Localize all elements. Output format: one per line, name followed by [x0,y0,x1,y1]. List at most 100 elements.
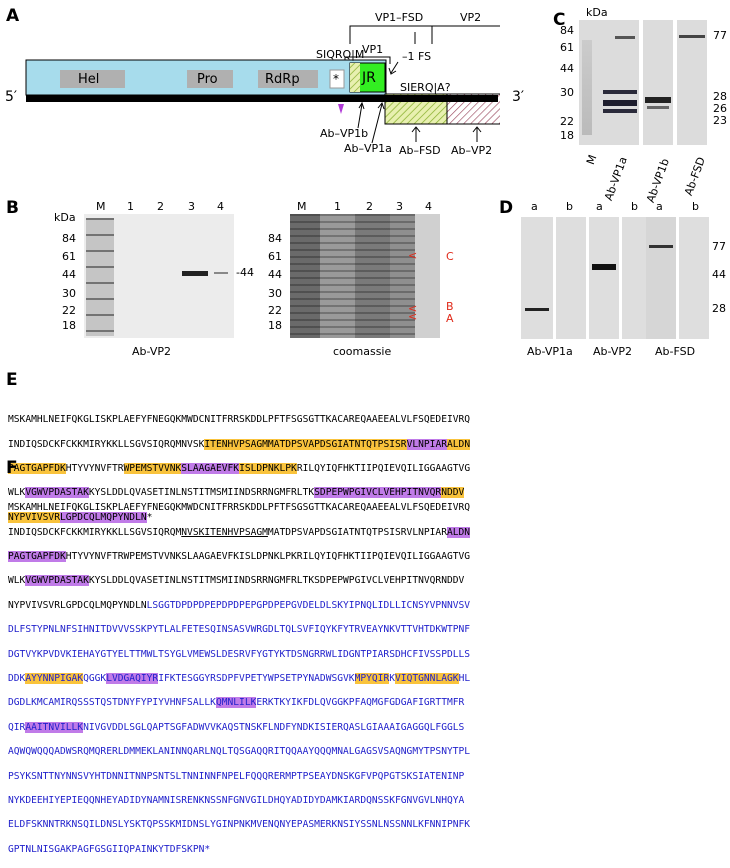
panel-label-d: D [499,198,514,218]
sequence-e: MSKAMHLNEIFQKGLISKPLAEFYFNEGQKMWDCNITFRR… [8,402,471,536]
f-l9a: DGDLKMCAMIRQSSSTQSTDNYFYPIYVHNFSALLK [8,697,216,709]
e-l3d: SLAAGAEVFK [181,463,240,475]
fs-label: –1 FS [402,50,432,63]
d-lane-a1: a [531,200,538,213]
d-band-77 [649,245,673,248]
arrow-a-label: A [446,312,454,325]
e-l5c: * [146,511,153,523]
f-l4a: WLK [8,575,26,587]
d-marker-44: 44 [712,268,726,281]
f-l13: NYKDEEHIYEPIEQQNHEYADIDYNAMNISRENKNSSNFG… [8,795,465,807]
f-l2b: NVSKITENHVPSAGM [181,526,268,538]
vp1-label: VP1 [362,43,384,56]
b-marker-lane [86,218,114,336]
d-caption-vp2: Ab-VP2 [593,345,632,358]
arrowhead-a: < [408,310,418,323]
c-marker-26: 26 [713,102,727,115]
ab-fsd-label: Ab–FSD [399,144,441,157]
blot-c-m-vp1a [579,20,639,145]
e-l3e: ISLDPNKLPK [239,463,297,475]
c-lane-vp1b: Ab-VP1b [644,156,672,205]
domain-jr: JR [362,70,376,86]
e-l4e: NDDV [441,487,465,499]
f-l1: MSKAMHLNEIFQKGLISKPLAEFYFNEGQKMWDCNITFRR… [8,502,471,514]
siero-label: SIERQ|A? [400,81,451,94]
f-line-6: DLFSTYPNLNFSIHNITDVVVSSKPYTLALFETESQINSA… [8,624,470,636]
d-caption-vp1a: Ab-VP1a [527,345,573,358]
blot-d-a3 [646,217,676,339]
f-line-2: INDIQSDCKFCKKMIRYKKLLSGVSIQRQMNVSKITENHV… [8,526,471,539]
f-l3b: HTYVYNVFTRWPEMSTVVNKSLAAGAEVFKISLDPNKLPK… [65,551,471,563]
f-line-10: QIRAAITNVILLKNIVGVDDLSGLQAPTSGFADWVVKAQS… [8,721,470,734]
f-l3a: PAGTGAPFDK [8,551,66,563]
f-l2d: ALDN [446,526,471,538]
e-l3a: PAGTGAPFDK [8,463,66,475]
f-line-12: PSYKSNTTNYNNSVYHTDNNITNNPSNTSLTNNINNFNPE… [8,771,470,783]
e-l3f: RILQYIQFHKTIIPQIEVQILIGGAAGTVG [296,463,471,475]
b-marker-30: 30 [62,287,76,300]
blot-b-vp2 [84,214,234,338]
f-l10a: QIR [8,721,26,733]
f-line-9: DGDLKMCAMIRQSSSTQSTDNYFYPIYVHNFSALLKQMNL… [8,697,470,709]
e-line-1: MSKAMHLNEIFQKGLISKPLAEFYFNEGQKMWDCNITFRR… [8,414,470,426]
b2-lane-2: 2 [366,200,373,213]
b-marker-84: 84 [62,232,76,245]
d-lane-b2: b [631,200,638,213]
d-band-28 [525,308,549,311]
domain-star: * [333,72,339,86]
blot-d-b3 [679,217,709,339]
vp1fsd-label: VP1–FSD [375,11,424,24]
c-marker-61: 61 [560,41,574,54]
panel-label-b: B [6,198,19,218]
blot-c-fsd [677,20,707,145]
e-l4d: SDPEPWPGIVCLVEHPITNVQR [314,487,442,499]
three-prime: 3′ [512,89,525,105]
ab-vp2-label: Ab–VP2 [451,144,493,157]
domain-pro: Pro [197,72,218,87]
f-l2a: INDIQSDCKFCKKMIRYKKLLSGVSIQRQM [8,526,182,538]
d-lane-b1: b [566,200,573,213]
e-l2c: VLNPIAR [406,438,447,450]
blot-d-a1 [521,217,553,339]
c-marker-18: 18 [560,129,574,142]
band-c1-b [603,100,637,106]
b-band-44 [182,271,208,276]
b2-marker-61: 61 [268,250,282,263]
b-marker-18: 18 [62,319,76,332]
f-l4c: KYSLDDLQVASETINLNSTITMSMIINDSRRNGMFRLTKS… [88,575,465,587]
panel-c-kda: kDa [586,6,608,19]
f-l10c: NIVGVDDLSGLQAPTSGFADWVVKAQSTNSKFLNDFYNDK… [83,721,465,733]
e-line-3: PAGTGAPFDKHTYVYNVFTRWPEMSTVVNKSLAAGAEVFK… [8,463,470,475]
b-band-44-lane4 [214,272,228,274]
d-caption-fsd: Ab-FSD [655,345,696,358]
f-l2c: MATDPSVAPDSGIATNTQTPSISRVLNPIAR [267,526,447,538]
d-lane-a2: a [596,200,603,213]
band-c2-b [647,106,669,109]
domain-hel: Hel [78,72,100,87]
f-l7: DGTVYKPVDVKIEHAYGTYELTTMWLTSYGLVMEWSLDES… [8,648,471,660]
f-l4b: VGWVPDASTAK [25,575,89,587]
band-c1-c [603,109,637,113]
five-prime: 5′ [5,89,18,105]
b-left-caption: Ab-VP2 [132,345,171,358]
f-l5a: NYPVIVSVRLGPDCQLMQPYNDLN [8,599,147,611]
b-lane-4: 4 [217,200,224,213]
band-77-c1 [615,36,635,39]
f-l6: DLFSTYPNLNFSIHNITDVVVSSKPYTLALFETESQINSA… [8,624,471,636]
panel-label-e: E [6,370,18,390]
b-marker-22: 22 [62,304,76,317]
c-lane-m: M [584,153,600,167]
b-marker-44: 44 [62,268,76,281]
d-lane-b3: b [692,200,699,213]
panel-label-c: C [553,10,566,30]
b-lane-1: 1 [127,200,134,213]
b-lane-2: 2 [157,200,164,213]
f-l14: ELDFSKNNTRKNSQILDNSLYSKTQPSSKMIDNSLYGINP… [8,819,471,831]
e-line-4: WLKVGWVPDASTAKKYSLDDLQVASETINLNSTITMSMII… [8,487,470,499]
e-line-5: NYPVIVSVRLGPDCQLMQPYNDLN* [8,511,470,524]
domain-rdrp: RdRp [265,72,300,87]
f-l10b: AAITNVILLK [25,721,84,733]
marker-lane-c [582,40,592,135]
b2-lane-m: M [297,200,307,213]
e-l5b: LGPDCQLMQPYNDLN [59,511,147,523]
